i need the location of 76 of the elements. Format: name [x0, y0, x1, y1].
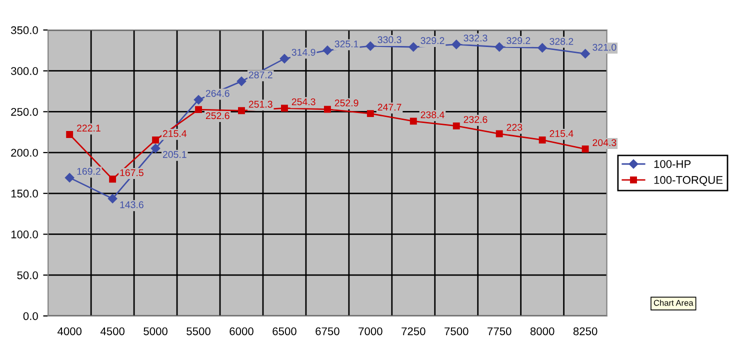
x-tick-label: 5500 [186, 327, 210, 336]
data-label: 252.9 [334, 100, 358, 106]
point [366, 41, 376, 51]
point [109, 176, 116, 183]
point [238, 107, 245, 114]
point [408, 42, 418, 52]
point [452, 40, 462, 50]
point [410, 118, 417, 125]
y-tick-label: 150.0 [11, 190, 38, 198]
x-tick-label: 8250 [573, 327, 598, 336]
point [152, 136, 160, 144]
x-tick-label: 8000 [530, 327, 554, 336]
data-label: 251.3 [248, 100, 272, 108]
x-tick-label: 6000 [230, 327, 254, 336]
data-label: 167.5 [120, 169, 144, 176]
data-label: 329.2 [506, 37, 530, 44]
y-tick-label: 100.0 [11, 230, 38, 238]
x-tick-label: 7750 [488, 327, 512, 336]
legend-label: 100-TORQUE [654, 176, 723, 186]
data-label: 222.1 [77, 124, 100, 132]
point [280, 54, 290, 64]
data-label: 205.1 [162, 151, 186, 158]
point [281, 104, 288, 112]
point [322, 46, 332, 55]
text: Chart Area [654, 300, 694, 306]
point [494, 42, 504, 52]
data-label: 328.2 [550, 38, 574, 45]
x-tick-label: 4500 [100, 327, 124, 336]
x-tick-label: 4000 [57, 327, 82, 336]
x-tick-label: 7500 [444, 327, 468, 336]
point [64, 173, 74, 182]
point [366, 110, 374, 118]
point [195, 106, 202, 114]
point [108, 194, 118, 204]
data-label: 325.1 [334, 40, 358, 48]
x-tick-label: 5000 [144, 327, 168, 336]
point [538, 43, 547, 52]
data-label: 264.6 [206, 90, 230, 97]
data-label: 332.3 [464, 34, 488, 42]
x-tick-label: 7250 [402, 327, 426, 336]
data-label: 169.2 [77, 168, 100, 175]
x-tick-label: 7000 [358, 327, 382, 336]
data-label: 215.4 [550, 130, 574, 138]
y-tick-label: 50.0 [17, 271, 38, 280]
point [66, 131, 74, 138]
y-tick-label: 250.0 [11, 108, 38, 116]
data-label: 143.6 [120, 201, 144, 208]
data-label: 254.3 [292, 98, 316, 106]
point [194, 95, 204, 104]
data-label: 232.6 [464, 116, 488, 123]
legend-label: 100-HP [654, 160, 691, 168]
data-label: 287.2 [248, 71, 272, 78]
data-label: 238.4 [420, 111, 444, 118]
point [452, 122, 460, 130]
point [582, 146, 589, 153]
data-label: 223 [506, 124, 522, 131]
y-tick-label: 300.0 [11, 67, 38, 75]
point [324, 106, 331, 113]
point [150, 144, 160, 154]
x-tick-label: 6500 [272, 327, 296, 336]
data-label: 321.0 [592, 44, 616, 51]
data-label: 330.3 [378, 36, 402, 44]
y-tick-label: 350.0 [11, 26, 38, 34]
x-tick-label: 6750 [316, 327, 340, 336]
point [496, 130, 503, 138]
data-label: 314.9 [292, 48, 316, 56]
data-label: 252.6 [206, 112, 230, 120]
data-label: 215.4 [162, 130, 187, 138]
data-label: 204.3 [592, 139, 616, 146]
y-tick-label: 0.0 [23, 312, 38, 320]
data-label: 247.7 [378, 104, 402, 111]
y-tick-label: 200.0 [11, 148, 38, 157]
point [236, 76, 246, 86]
point [538, 136, 546, 144]
data-label: 329.2 [420, 37, 444, 44]
point [580, 49, 590, 58]
